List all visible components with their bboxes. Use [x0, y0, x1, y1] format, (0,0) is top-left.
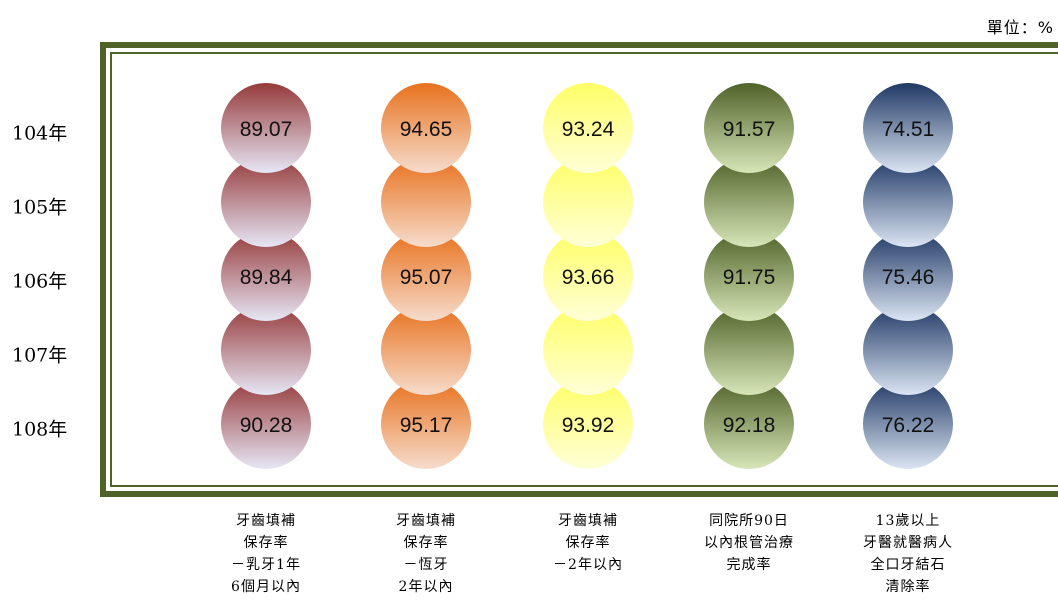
bubble-c2-r3: [381, 231, 471, 321]
data-label-c1-r3: 89.84: [240, 266, 293, 289]
row-label-107: 107年: [12, 344, 68, 367]
bubble-c5-r5: [863, 379, 953, 469]
data-label-c3-r3: 93.66: [562, 266, 615, 289]
bubble-c2-r4: [381, 305, 471, 395]
category-label-permanent-teeth-filling: 牙齒填補 保存率 －恆牙 2年以內: [396, 513, 456, 595]
row-label-106: 106年: [12, 270, 68, 293]
bubble-c1-r1: [221, 83, 311, 173]
data-label-c4-r3: 91.75: [723, 266, 776, 289]
bubble-c4-r3: [704, 231, 794, 321]
bubble-c5-r1: [863, 83, 953, 173]
bubble-c2-r5: [381, 379, 471, 469]
bubble-c3-r5: [543, 379, 633, 469]
bubble-c3-r4: [543, 305, 633, 395]
category-label-two-year-filling: 牙齒填補 保存率 －2年以內: [553, 513, 623, 573]
bubble-c1-r3: [221, 231, 311, 321]
chart-frame-inner-border: [110, 52, 1058, 487]
data-label-c4-r5: 92.18: [723, 414, 776, 437]
category-label-root-canal-completion: 同院所90日 以內根管治療 完成率: [704, 513, 794, 573]
row-label-104: 104年: [12, 122, 68, 145]
data-label-c4-r1: 91.57: [723, 118, 776, 141]
data-label-c1-r1: 89.07: [240, 118, 293, 141]
category-label-calculus-removal: 13歲以上 牙醫就醫病人 全口牙結石 清除率: [863, 513, 953, 595]
data-label-c5-r3: 75.46: [882, 266, 935, 289]
data-label-c3-r1: 93.24: [562, 118, 615, 141]
bubble-c4-r1: [704, 83, 794, 173]
bubble-c3-r2: [543, 157, 633, 247]
data-label-c1-r5: 90.28: [240, 414, 293, 437]
bubble-c1-r4: [221, 305, 311, 395]
bubble-c3-r1: [543, 83, 633, 173]
bubble-c5-r3: [863, 231, 953, 321]
data-label-c2-r5: 95.17: [400, 414, 453, 437]
row-label-105: 105年: [12, 196, 68, 219]
data-label-c5-r5: 76.22: [882, 414, 935, 437]
bubble-c5-r2: [863, 157, 953, 247]
data-label-c2-r1: 94.65: [400, 118, 453, 141]
data-label-c5-r1: 74.51: [882, 118, 935, 141]
bubble-c2-r2: [381, 157, 471, 247]
bubble-c2-r1: [381, 83, 471, 173]
data-label-c3-r5: 93.92: [562, 414, 615, 437]
row-label-108: 108年: [12, 418, 68, 441]
bubble-c1-r5: [221, 379, 311, 469]
unit-label: 單位：%: [986, 18, 1054, 37]
bubble-c1-r2: [221, 157, 311, 247]
bubble-c5-r4: [863, 305, 953, 395]
bubble-c4-r5: [704, 379, 794, 469]
bubble-c3-r3: [543, 231, 633, 321]
data-label-c2-r3: 95.07: [400, 266, 453, 289]
category-label-primary-teeth-filling: 牙齒填補 保存率 －乳牙1年 6個月以內: [231, 513, 301, 595]
bubble-c4-r4: [704, 305, 794, 395]
bubble-c4-r2: [704, 157, 794, 247]
